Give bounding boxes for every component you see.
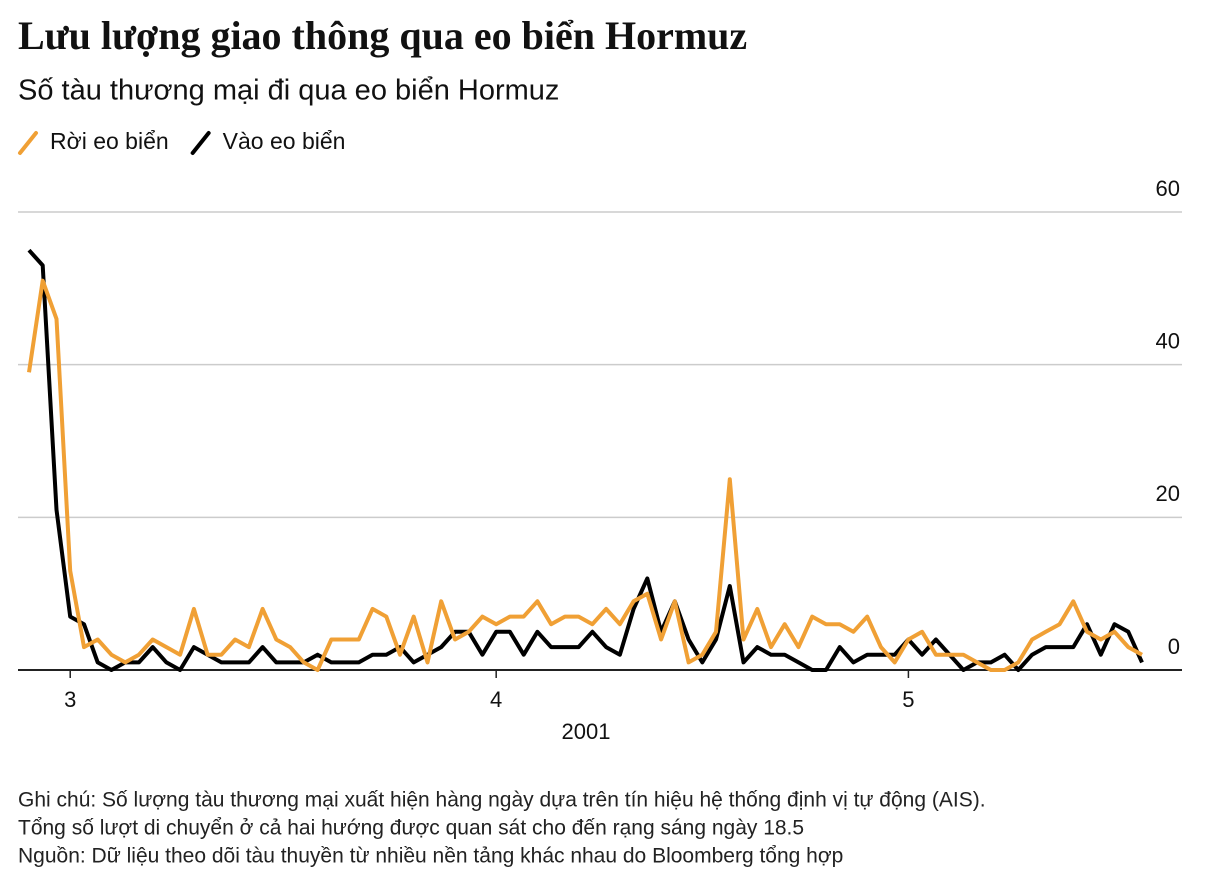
line-series <box>27 248 1144 672</box>
legend-label: Rời eo biển <box>50 128 169 154</box>
note: Ghi chú: Số lượng tàu thương mại xuất hi… <box>18 789 986 812</box>
legend-label: Vào eo biển <box>223 128 346 154</box>
note: Tổng số lượt di chuyển ở cả hai hướng đư… <box>18 817 804 840</box>
y-tick-label: 60 <box>1156 176 1180 201</box>
x-axis-label: 2001 <box>562 719 611 744</box>
note: Nguồn: Dữ liệu theo dõi tàu thuyền từ nh… <box>18 845 843 868</box>
y-tick-label: 20 <box>1156 481 1180 506</box>
legend-swatch <box>18 131 38 155</box>
y-tick-label: 0 <box>1168 634 1180 659</box>
x-tick-label: 5 <box>902 687 914 712</box>
x-tick-label: 4 <box>490 687 502 712</box>
chart-subtitle: Số tàu thương mại đi qua eo biển Hormuz <box>18 75 559 107</box>
y-tick-label: 40 <box>1156 328 1180 353</box>
chart-title: Lưu lượng giao thông qua eo biển Hormuz <box>18 13 747 58</box>
legend-swatch <box>190 131 211 155</box>
x-tick-label: 3 <box>64 687 76 712</box>
line-series <box>27 278 1143 672</box>
